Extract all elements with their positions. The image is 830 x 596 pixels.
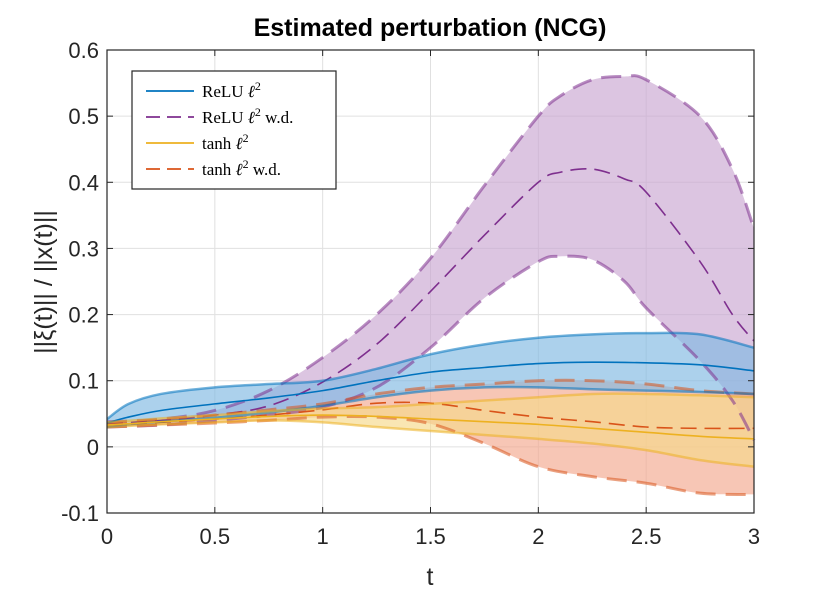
legend-entry-prefix: ReLU	[202, 82, 248, 101]
legend-ell-symbol: ℓ	[248, 82, 255, 101]
legend-entry-2: tanh ℓ2	[202, 131, 249, 153]
x-tick-label: 1.5	[415, 524, 446, 549]
x-tick-label: 0.5	[200, 524, 231, 549]
legend-entry-prefix: ReLU	[202, 108, 248, 127]
y-tick-label: 0.3	[68, 236, 99, 261]
legend-superscript: 2	[255, 79, 261, 93]
legend-entry-prefix: tanh	[202, 134, 236, 153]
x-tick-label: 1	[317, 524, 329, 549]
legend-superscript: 2	[243, 131, 249, 145]
upper-edge-tanh	[106, 392, 755, 424]
lower-edge-tanh	[106, 419, 755, 468]
y-tick-label: 0.4	[68, 170, 99, 195]
legend-superscript: 2	[255, 105, 261, 119]
legend-ell-symbol: ℓ	[236, 160, 243, 179]
legend-superscript: 2	[243, 157, 249, 171]
y-tick-label: 0.1	[68, 369, 99, 394]
legend-ell-symbol: ℓ	[236, 134, 243, 153]
x-ticks: 0 0.5 1 1.5 2 2.5 3	[101, 50, 760, 549]
x-tick-label: 3	[748, 524, 760, 549]
legend-entry-3: tanh ℓ2 w.d.	[202, 157, 281, 179]
legend-entry-0: ReLU ℓ2	[202, 79, 261, 101]
x-tick-label: 2.5	[631, 524, 662, 549]
legend-entry-suffix: w.d.	[249, 160, 281, 179]
mean-line-relu-w-d	[106, 167, 755, 425]
band-relu-w-d	[107, 75, 754, 441]
legend-entry-prefix: tanh	[202, 160, 236, 179]
y-tick-label: 0.5	[68, 104, 99, 129]
mean-line-tanh	[106, 414, 755, 440]
legend-ell-symbol: ℓ	[248, 108, 255, 127]
x-axis-label: t	[427, 563, 434, 591]
y-tick-label: 0.2	[68, 303, 99, 328]
x-tick-label: 0	[101, 524, 113, 549]
band-relu	[107, 332, 754, 428]
upper-edge-relu-w-d	[106, 74, 756, 424]
y-tick-label: 0.6	[68, 38, 99, 63]
y-axis-label: ||ξ(t)|| / ||x(t)||	[30, 210, 58, 354]
legend-entry-1: ReLU ℓ2 w.d.	[202, 105, 293, 127]
legend-entry-suffix: w.d.	[261, 108, 293, 127]
x-tick-label: 2	[532, 524, 544, 549]
mean-line-relu	[106, 361, 755, 424]
series-lines	[106, 74, 756, 496]
y-ticks: -0.1 0 0.1 0.2 0.3 0.4 0.5 0.6	[61, 38, 754, 526]
y-tick-label: -0.1	[61, 501, 99, 526]
y-tick-label: 0	[87, 435, 99, 460]
upper-edge-relu	[106, 331, 755, 421]
chart-title: Estimated perturbation (NCG)	[254, 14, 607, 42]
